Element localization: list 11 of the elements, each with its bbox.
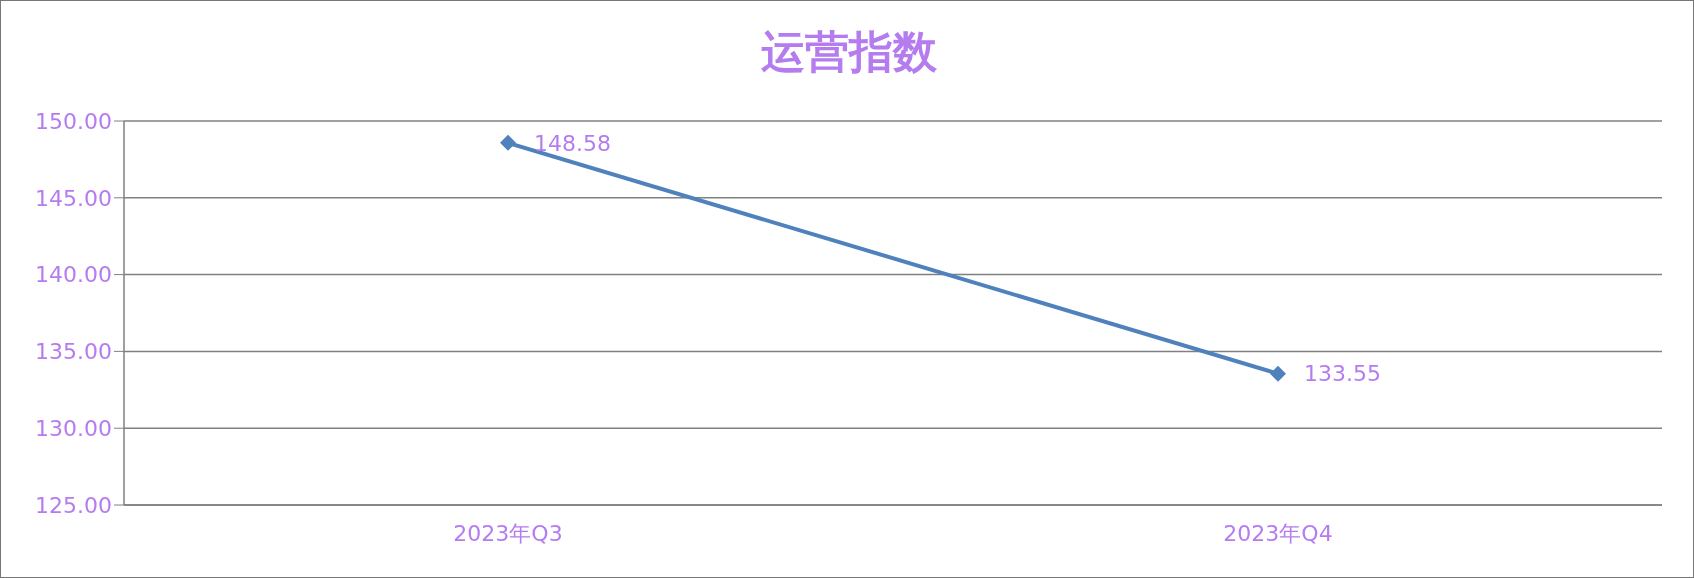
chart-title: 运营指数 (761, 25, 937, 79)
data-label: 133.55 (1304, 361, 1381, 387)
x-tick-label: 2023年Q3 (453, 520, 563, 546)
y-tick-label: 145.00 (35, 185, 112, 211)
y-tick-label: 140.00 (35, 262, 112, 288)
y-tick-label: 135.00 (35, 339, 112, 365)
y-tick-label: 125.00 (35, 492, 112, 518)
data-label: 148.58 (534, 130, 611, 156)
y-tick-label: 150.00 (35, 108, 112, 134)
y-tick-label: 130.00 (35, 416, 112, 442)
x-tick-label: 2023年Q4 (1223, 520, 1333, 546)
